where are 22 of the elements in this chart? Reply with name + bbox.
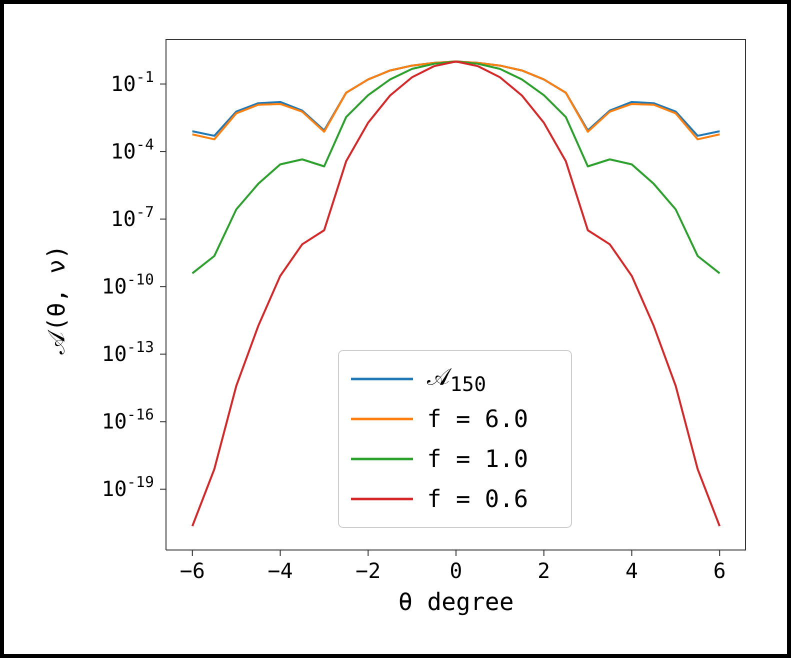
y-tick-label: 10$^{-19}$ (102, 473, 154, 502)
x-axis-title: θ degree (398, 588, 514, 616)
legend-label: f = 0.6 (427, 485, 528, 513)
line-series (191, 60, 721, 274)
legend-label: 𝒜$_{150}$ (427, 362, 486, 396)
x-tick-label: −4 (268, 559, 293, 583)
y-tick-label: 10$^{-16}$ (102, 406, 154, 434)
x-tick-label: −2 (355, 559, 381, 583)
y-tick-label: 10$^{-1}$ (110, 68, 154, 96)
x-tick-label: 2 (538, 559, 550, 583)
y-tick-label: 10$^{-7}$ (110, 203, 154, 232)
y-tick-label: 10$^{-10}$ (102, 270, 154, 299)
x-tick-label: −6 (180, 559, 206, 583)
y-tick-label: 10$^{-13}$ (102, 338, 154, 366)
x-tick-label: 4 (625, 559, 638, 583)
x-tick-label: 6 (713, 559, 726, 583)
legend-label: f = 1.0 (427, 445, 528, 473)
line-series (191, 60, 721, 528)
y-tick-label: 10$^{-4}$ (110, 136, 154, 164)
y-axis-title: 𝒜(θ, ν) (42, 244, 71, 354)
x-tick-label: 0 (450, 559, 462, 583)
legend-label: f = 6.0 (427, 405, 528, 433)
